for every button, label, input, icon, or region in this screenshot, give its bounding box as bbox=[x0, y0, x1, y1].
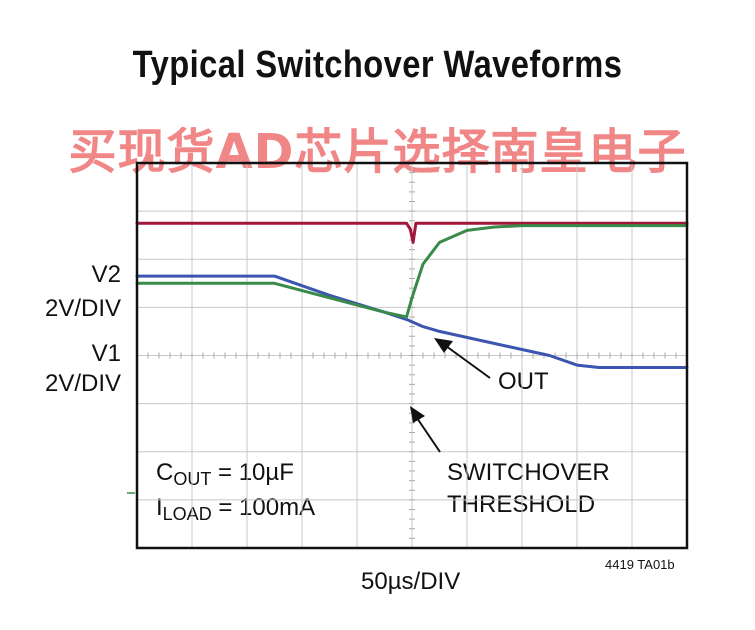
switchover-annotation-line2: THRESHOLD bbox=[447, 491, 596, 518]
out-annotation: OUT bbox=[498, 368, 549, 395]
v1-label: V1 bbox=[91, 340, 121, 367]
x-axis-label: 50µs/DIV bbox=[361, 568, 461, 595]
iload-subscript: LOAD bbox=[162, 504, 212, 524]
v1-scale-label: 2V/DIV bbox=[44, 370, 121, 397]
switchover-arrow bbox=[410, 406, 441, 453]
trace-v2 bbox=[135, 221, 689, 244]
trace-out bbox=[135, 224, 689, 319]
iload-label: ILOAD = 100mA bbox=[156, 494, 316, 524]
plot-frame bbox=[135, 161, 689, 550]
out-arrow bbox=[434, 338, 491, 379]
v2-scale-label: 2V/DIV bbox=[44, 295, 121, 322]
figure-id: 4419 TA01b bbox=[605, 557, 675, 572]
watermark-text: 买现货AD芯片选择南皇电子 bbox=[68, 124, 687, 180]
switchover-annotation-line1: SWITCHOVER bbox=[447, 459, 610, 486]
cout-prefix: C bbox=[156, 459, 174, 486]
v2-label: V2 bbox=[91, 261, 121, 288]
cout-label: COUT = 10µF bbox=[156, 459, 294, 489]
cout-value: = 10µF bbox=[218, 459, 294, 486]
chart-title: Typical Switchover Waveforms bbox=[132, 44, 623, 86]
iload-prefix: I bbox=[156, 494, 163, 521]
trace-v1 bbox=[135, 274, 689, 369]
annotation-arrows bbox=[410, 338, 491, 453]
iload-value: = 100mA bbox=[218, 494, 316, 521]
